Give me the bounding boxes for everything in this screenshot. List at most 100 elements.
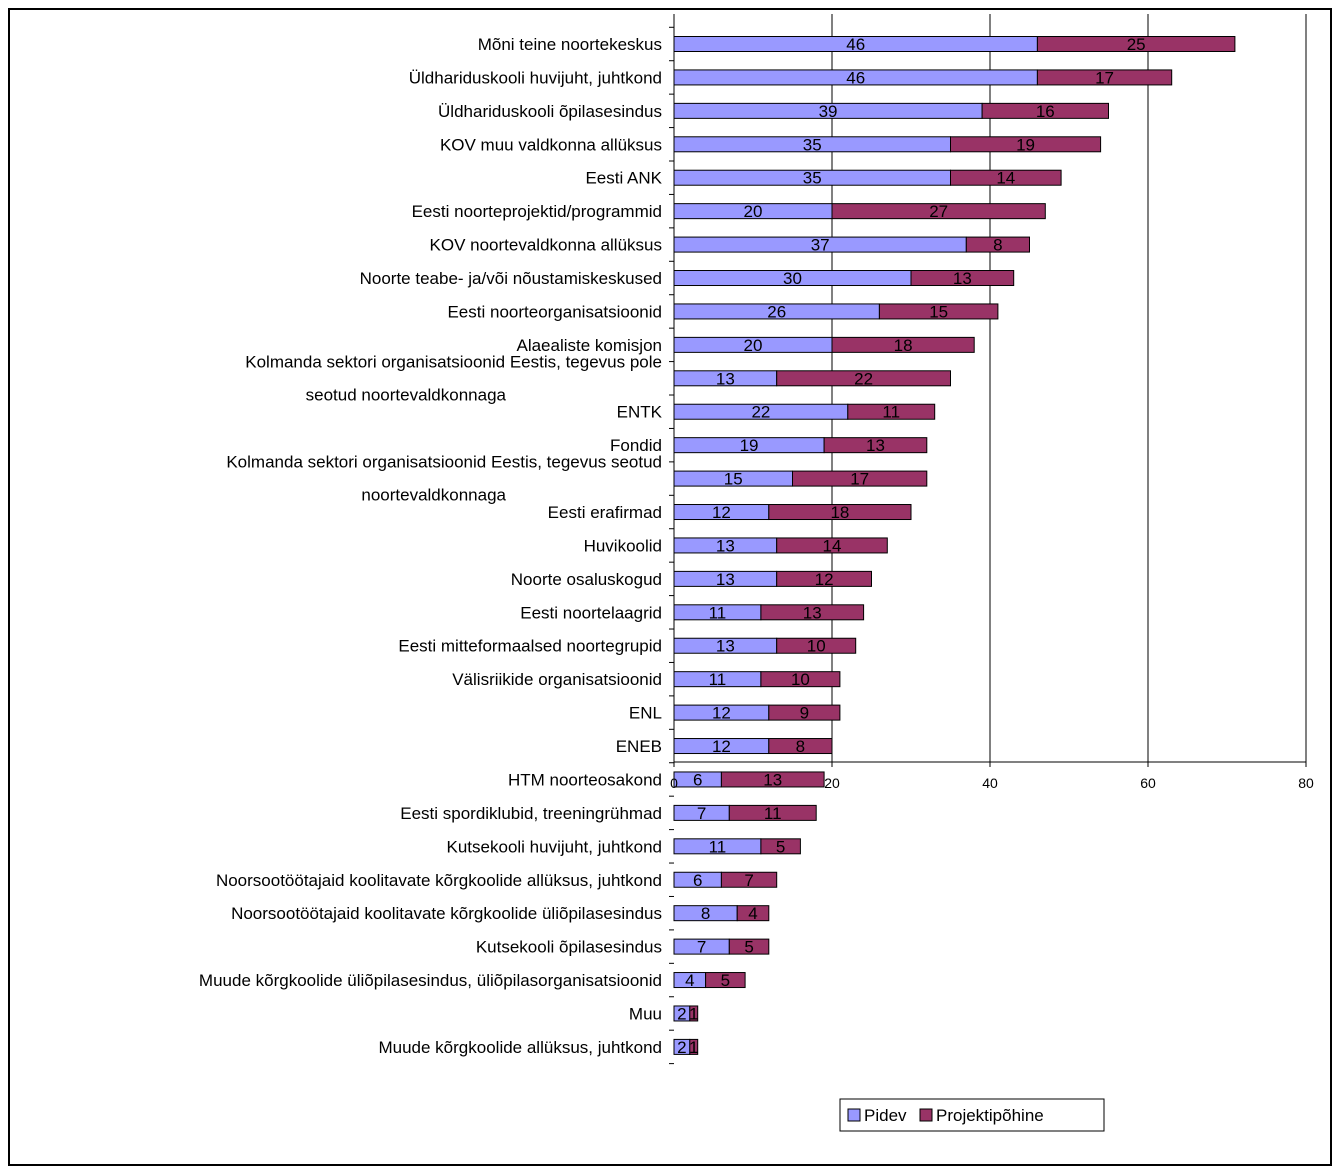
category-label: Muu <box>629 1004 662 1023</box>
legend-label: Projektipõhine <box>936 1106 1044 1125</box>
data-label: 46 <box>846 68 865 87</box>
category-label: Üldhariduskooli huvijuht, juhtkond <box>409 68 662 87</box>
data-label: 14 <box>996 169 1015 188</box>
category-label: Eesti erafirmad <box>548 503 662 522</box>
data-label: 18 <box>894 336 913 355</box>
category-label: Eesti noortelaagrid <box>520 603 662 622</box>
data-label: 19 <box>740 436 759 455</box>
bar-projektipohine <box>792 470 928 487</box>
category-label: Noorsootöötajaid koolitavate kõrgkoolide… <box>216 871 662 890</box>
category-label: KOV muu valdkonna allüksus <box>440 135 662 154</box>
data-label: 7 <box>697 938 706 957</box>
data-label: 2 <box>677 1004 686 1023</box>
bar-projektipohine <box>776 370 952 387</box>
data-label: 9 <box>800 704 809 723</box>
data-label: 15 <box>929 302 948 321</box>
category-label: Noorte osaluskogud <box>511 570 662 589</box>
category-label: Eesti mitteformaalsed noortegrupid <box>398 637 662 656</box>
x-axis: 0 20 40 60 80 <box>669 14 1314 1065</box>
category-label: Kolmanda sektori organisatsioonid Eestis… <box>226 453 662 505</box>
bar-projektipohine <box>689 1038 699 1055</box>
data-label: 16 <box>1036 102 1055 121</box>
data-label: 10 <box>807 637 826 656</box>
category-label: Eesti noorteprojektid/programmid <box>412 202 662 221</box>
data-label: 20 <box>744 336 763 355</box>
data-label: 7 <box>744 871 753 890</box>
category-label: Kutsekooli huvijuht, juhtkond <box>447 837 662 856</box>
x-tick-label: 40 <box>982 775 998 791</box>
data-label: 13 <box>716 536 735 555</box>
category-label: Noorsootöötajaid koolitavate kõrgkoolide… <box>231 904 662 923</box>
data-label: 14 <box>823 536 842 555</box>
data-label: 13 <box>716 570 735 589</box>
data-label: 25 <box>1127 35 1146 54</box>
chart-frame: 46 25 46 17 39 16 35 19 35 14 20 27 37 8 30 13 26 15 20 18 1… <box>8 8 1332 1166</box>
bar-projektipohine <box>689 1005 699 1022</box>
legend-swatch <box>919 1108 933 1122</box>
category-label: Eesti ANK <box>585 169 662 188</box>
data-label: 26 <box>767 302 786 321</box>
bar-projektipohine <box>831 336 975 353</box>
data-label: 5 <box>776 837 785 856</box>
category-label: Mõni teine noortekeskus <box>478 35 662 54</box>
data-label: 11 <box>882 403 900 422</box>
data-label: 6 <box>693 871 702 890</box>
data-label: 35 <box>803 135 822 154</box>
data-label: 46 <box>846 35 865 54</box>
category-label: Muude kõrgkoolide üliõpilasesindus, üliõ… <box>199 971 662 990</box>
data-label: 8 <box>701 904 710 923</box>
gridlines <box>831 14 1307 762</box>
data-label: 1 <box>689 1038 698 1057</box>
data-label: 10 <box>791 670 810 689</box>
category-label: Noorte teabe- ja/või nõustamiskeskused <box>360 269 662 288</box>
data-label: 18 <box>830 503 849 522</box>
bar-projektipohine <box>910 270 1015 287</box>
category-labels: Mõni teine noortekeskus Üldhariduskooli h… <box>199 35 663 1057</box>
data-label: 35 <box>803 169 822 188</box>
bar-projektipohine <box>950 136 1102 153</box>
data-label: 20 <box>744 202 763 221</box>
bar-projektipohine <box>768 504 912 521</box>
category-label: Eesti spordiklubid, treeningrühmad <box>400 804 662 823</box>
bar-projektipohine <box>965 236 1030 253</box>
bar-projektipohine <box>720 871 778 888</box>
data-label: 5 <box>744 938 753 957</box>
legend: Pidev Projektipõhine <box>839 1098 1105 1132</box>
bar-projektipohine <box>728 938 770 955</box>
bar-projektipohine <box>768 738 833 755</box>
category-label: KOV noortevaldkonna allüksus <box>430 236 662 255</box>
bar-projektipohine <box>705 972 746 989</box>
bar-projektipohine <box>776 570 873 587</box>
category-label: ENL <box>629 704 662 723</box>
data-label: 13 <box>716 369 735 388</box>
bar-projektipohine <box>776 637 857 654</box>
bar-projektipohine <box>878 303 999 320</box>
data-label: 19 <box>1016 135 1035 154</box>
bar-projektipohine <box>760 604 865 621</box>
category-label: Üldhariduskooli õpilasesindus <box>438 102 662 121</box>
legend-swatch <box>847 1108 861 1122</box>
category-label: Muude kõrgkoolide allüksus, juhtkond <box>378 1038 662 1057</box>
data-label: 27 <box>929 202 948 221</box>
bar-projektipohine <box>768 704 841 721</box>
data-label: 15 <box>724 470 743 489</box>
data-label: 12 <box>712 503 731 522</box>
data-label: 13 <box>716 637 735 656</box>
bar-projektipohine <box>847 403 936 420</box>
data-label: 37 <box>811 236 830 255</box>
x-tick-label: 20 <box>824 775 840 791</box>
data-label: 5 <box>721 971 730 990</box>
bar-projektipohine <box>728 804 817 821</box>
data-label: 13 <box>803 603 822 622</box>
bar-projektipohine <box>720 771 825 788</box>
data-label: 22 <box>854 369 873 388</box>
category-label: Eesti noorteorganisatsioonid <box>447 302 662 321</box>
bar-projektipohine <box>776 537 888 554</box>
data-label: 7 <box>697 804 706 823</box>
data-label: 6 <box>693 770 702 789</box>
category-label: ENEB <box>616 737 662 756</box>
bar-projektipohine <box>950 169 1062 186</box>
data-label: 8 <box>993 236 1002 255</box>
category-label: ENTK <box>617 403 663 422</box>
